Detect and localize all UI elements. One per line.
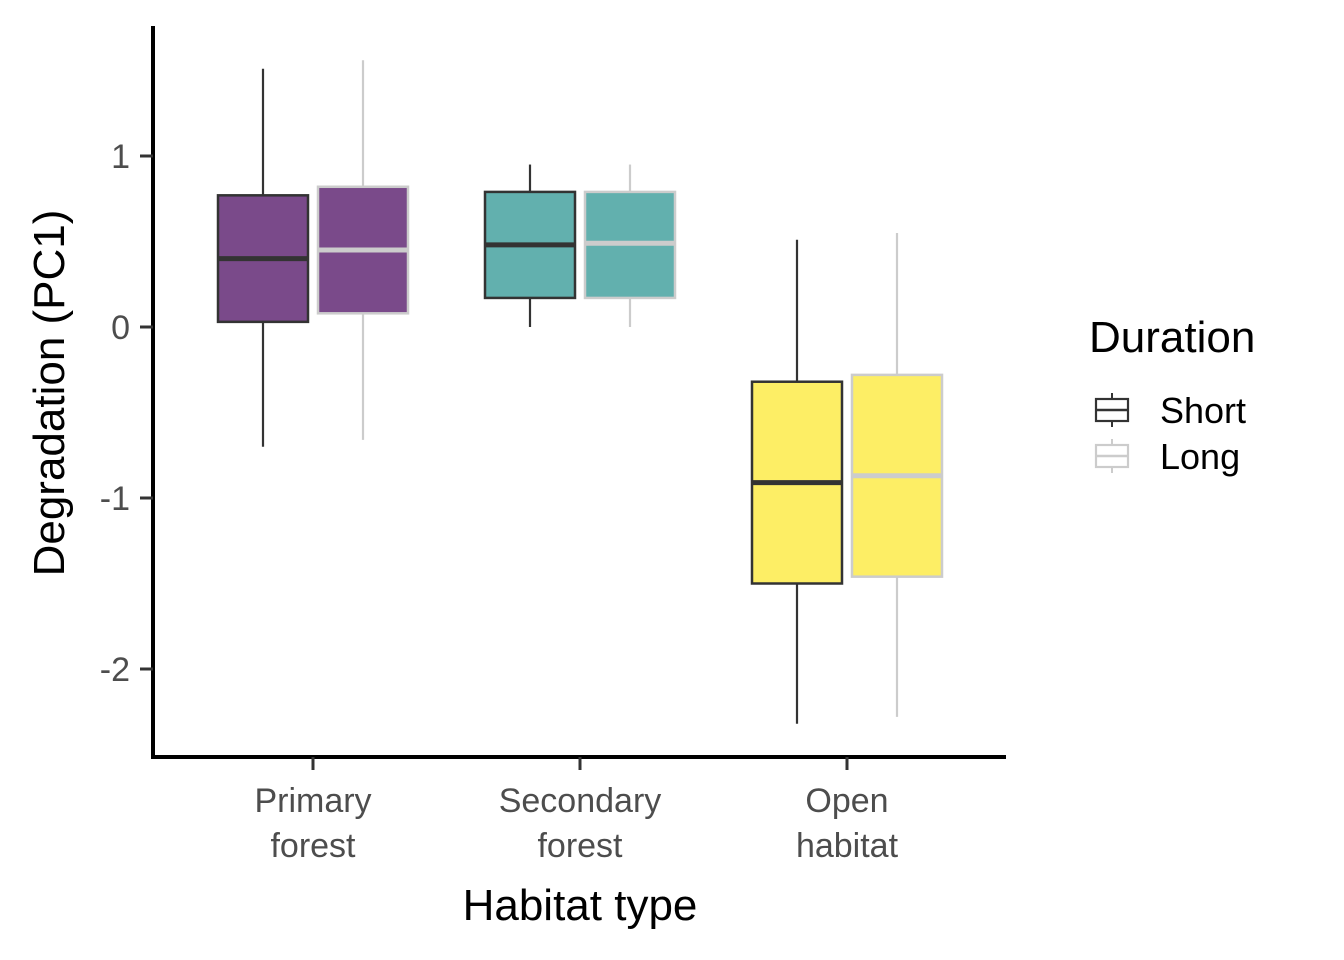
x-tick-label: Secondary [499,782,662,820]
box-long [316,60,410,440]
x-ticks: Primary forest Secondary forest Open habitat [254,757,899,865]
x-axis-title: Habitat type [463,881,698,930]
x-tick-label: habitat [796,827,899,865]
box-short [483,164,577,327]
x-tick-label: Primary [254,782,371,820]
legend-entry-short: Short [1094,390,1246,431]
x-tick-label: forest [270,827,356,865]
y-axis-title: Degradation (PC1) [25,210,74,577]
box-short [216,68,310,447]
x-tick-label: Open [805,782,888,820]
legend-entry-long: Long [1094,436,1240,477]
y-tick-label: -1 [100,480,130,518]
y-tick-label: 0 [111,309,130,347]
legend-label: Short [1160,390,1246,431]
x-tick-label: forest [537,827,623,865]
box-long [583,164,677,327]
y-ticks: -2 -1 0 1 [100,138,153,689]
box-long [850,232,944,717]
legend-title: Duration [1089,313,1255,362]
y-tick-label: -2 [100,651,130,689]
legend-label: Long [1160,436,1240,477]
plot-area [216,60,944,724]
legend: Duration Short Long [1089,313,1255,477]
y-tick-label: 1 [111,138,130,176]
box-short [750,239,844,724]
legend-entries: Short Long [1094,390,1246,477]
